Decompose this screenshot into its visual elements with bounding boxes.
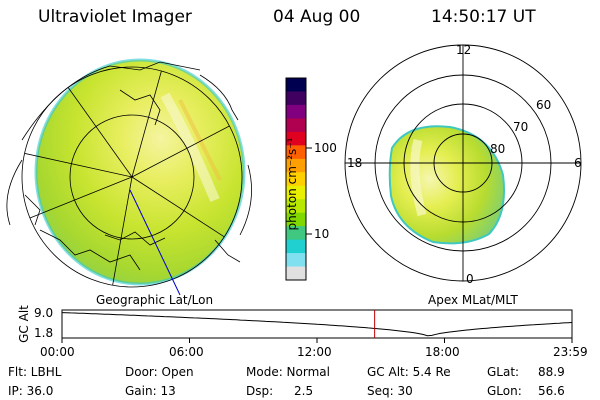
mlt-label-18: 18: [347, 156, 363, 170]
glon-label: GLon:: [487, 384, 522, 398]
date-label: 04 Aug 00: [273, 7, 361, 27]
dsp-value: 2.5: [294, 384, 314, 398]
altitude-xtick-0: 00:00: [40, 345, 75, 359]
colorbar-segment: [286, 104, 306, 119]
glat-label: GLat:: [487, 365, 520, 379]
gc-alt-status: GC Alt: 5.4 Re: [367, 365, 451, 379]
colorbar-segment: [286, 118, 306, 133]
colorbar-segment: [286, 226, 306, 241]
colorbar-segment: [286, 212, 306, 227]
door-status: Door: Open: [125, 365, 194, 379]
colorbar-tick-10: 10: [314, 227, 330, 241]
colorbar-segment: [286, 185, 306, 200]
gain-status: Gain: 13: [125, 384, 176, 398]
colorbar: [286, 78, 306, 281]
mlat-label-60: 60: [536, 98, 552, 112]
altitude-ytick-max: 9.0: [34, 306, 54, 320]
colorbar-segment: [286, 266, 306, 281]
altitude-xtick-1: 06:00: [169, 345, 204, 359]
altitude-xtick-2: 12:00: [297, 345, 332, 359]
colorbar-segment: [286, 145, 306, 160]
altitude-xtick-3: 18:00: [425, 345, 460, 359]
polar-image: [388, 125, 506, 245]
time-label: 14:50:17 UT: [431, 7, 536, 27]
glon-value: 56.6: [538, 384, 565, 398]
geo-map-label: Geographic Lat/Lon: [96, 293, 214, 307]
colorbar-unit-label: photon cm⁻²s⁻¹: [285, 137, 299, 231]
altitude-ytick-min: 1.8: [34, 326, 54, 340]
mlat-label-80: 80: [490, 142, 506, 156]
mlt-label-12: 12: [456, 43, 472, 57]
altitude-xtick-4: 23:59: [553, 345, 588, 359]
geo-image: [34, 58, 246, 286]
colorbar-tick-100: 100: [314, 141, 337, 155]
polar-grid: [344, 44, 582, 282]
dsp-label: Dsp:: [246, 384, 274, 398]
ip-status: IP: 36.0: [8, 384, 54, 398]
glat-value: 88.9: [538, 365, 565, 379]
mode-status: Mode: Normal: [246, 365, 330, 379]
seq-status: Seq: 30: [367, 384, 413, 398]
polar-map-label: Apex MLat/MLT: [428, 293, 518, 307]
filter-status: Flt: LBHL: [8, 365, 62, 379]
colorbar-segment: [286, 172, 306, 187]
colorbar-segment: [286, 239, 306, 254]
colorbar-segment: [286, 158, 306, 173]
altitude-ylabel: GC Alt: [17, 305, 31, 343]
colorbar-segment: [286, 78, 306, 92]
mlt-label-6: 6: [574, 156, 582, 170]
colorbar-segment: [286, 199, 306, 214]
mlat-label-70: 70: [513, 120, 529, 134]
instrument-title: Ultraviolet Imager: [38, 7, 192, 27]
mlt-label-0: 0: [466, 272, 474, 286]
colorbar-segment: [286, 253, 306, 268]
colorbar-segment: [286, 91, 306, 106]
altitude-panel: [61, 309, 573, 343]
colorbar-segment: [286, 131, 306, 146]
